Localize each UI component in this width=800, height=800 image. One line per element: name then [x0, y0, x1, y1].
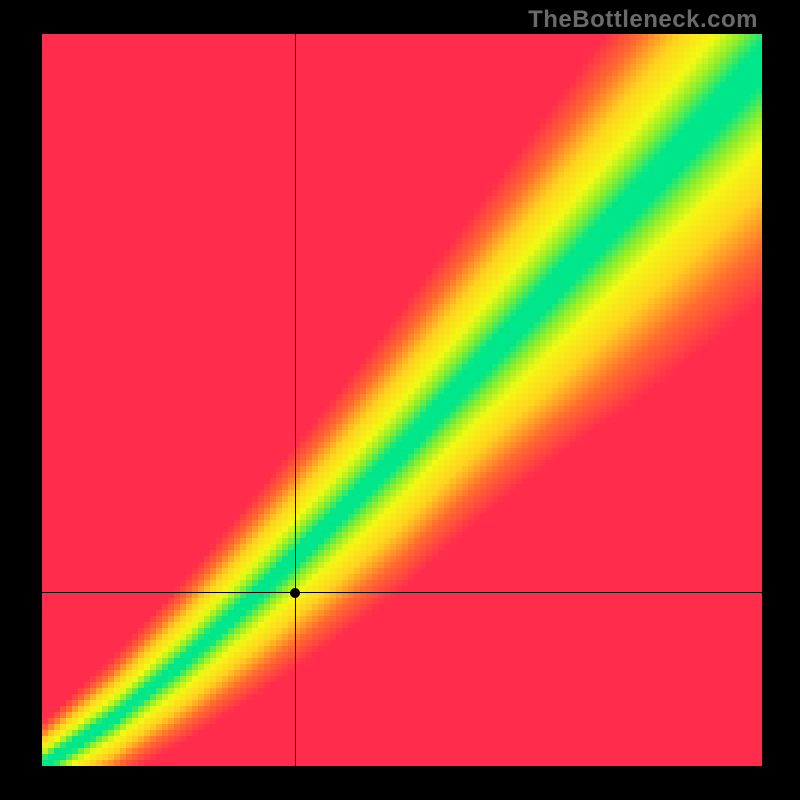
heatmap-plot-area [42, 34, 762, 766]
heatmap-canvas [42, 34, 762, 766]
watermark-text: TheBottleneck.com [528, 6, 758, 34]
